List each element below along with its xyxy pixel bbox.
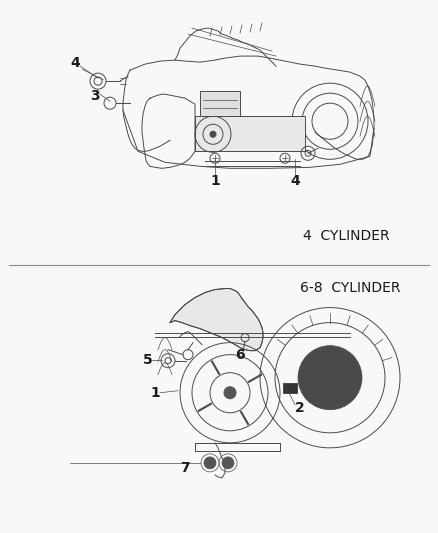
Circle shape — [210, 131, 216, 138]
Polygon shape — [170, 288, 263, 351]
Text: 3: 3 — [90, 89, 100, 103]
Text: 1: 1 — [150, 386, 160, 400]
Text: 1: 1 — [210, 174, 220, 188]
Text: 4: 4 — [290, 174, 300, 188]
Text: 7: 7 — [180, 461, 190, 475]
Text: 4  CYLINDER: 4 CYLINDER — [304, 229, 390, 244]
Bar — [200, 91, 240, 116]
Bar — [195, 116, 305, 151]
Circle shape — [222, 457, 234, 469]
Text: 2: 2 — [295, 401, 305, 415]
Text: 6-8  CYLINDER: 6-8 CYLINDER — [300, 280, 400, 295]
Circle shape — [224, 387, 236, 399]
Text: 6: 6 — [235, 348, 245, 362]
Circle shape — [298, 345, 362, 410]
Bar — [283, 383, 297, 393]
Text: 4: 4 — [70, 56, 80, 70]
Circle shape — [308, 356, 352, 400]
Circle shape — [204, 457, 216, 469]
Circle shape — [318, 366, 342, 390]
Text: 5: 5 — [143, 353, 153, 367]
